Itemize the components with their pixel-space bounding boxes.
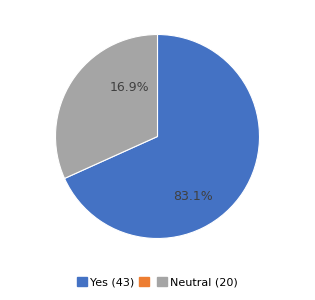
Legend: Yes (43), , Neutral (20): Yes (43), , Neutral (20) <box>73 272 242 292</box>
Text: 16.9%: 16.9% <box>110 81 149 94</box>
Wedge shape <box>55 34 158 178</box>
Wedge shape <box>65 34 260 239</box>
Text: 83.1%: 83.1% <box>173 190 213 203</box>
